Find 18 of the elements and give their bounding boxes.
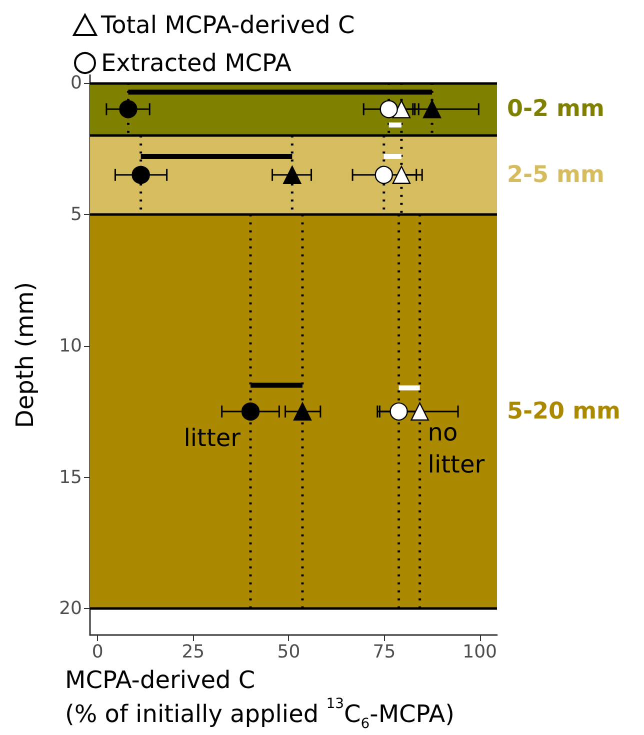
- x-tick-label: 100: [462, 642, 497, 662]
- y-tick-label: 20: [59, 598, 82, 620]
- legend-label: Extracted MCPA: [101, 49, 292, 77]
- y-tick-label: 15: [59, 466, 82, 488]
- x-tick-label: 25: [182, 642, 205, 662]
- y-tick-label: 0: [70, 72, 82, 94]
- y-axis-title: Depth (mm): [11, 282, 39, 428]
- y-tick-label: 5: [70, 204, 82, 225]
- annotation: litter: [184, 424, 241, 452]
- annotation: no litter: [428, 418, 485, 478]
- band-label: 0-2 mm: [507, 96, 604, 122]
- x-tick-label: 75: [372, 642, 396, 662]
- band-label: 5-20 mm: [507, 398, 620, 425]
- x-tick-label: 0: [92, 642, 104, 662]
- band-label: 2-5 mm: [507, 162, 604, 188]
- legend-label: Total MCPA-derived C: [100, 11, 355, 39]
- x-tick-label: 50: [277, 642, 300, 662]
- y-tick-label: 10: [59, 335, 82, 356]
